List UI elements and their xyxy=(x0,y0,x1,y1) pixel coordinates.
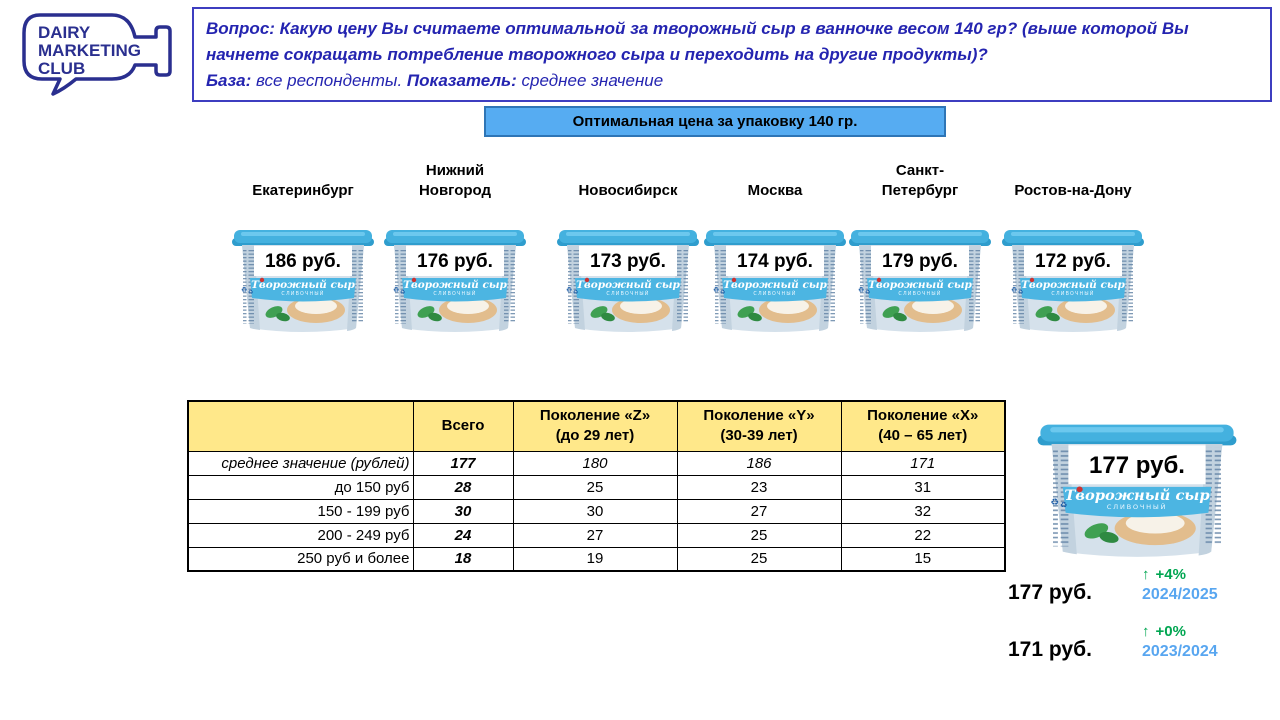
year-price: 177 руб. xyxy=(1008,580,1092,604)
city-name: Ростов-на-Дону xyxy=(1014,181,1132,199)
header-gen-x: Поколение «X» (40 – 65 лет) xyxy=(840,400,1006,452)
logo-line-1: DAIRY xyxy=(38,23,91,42)
city-name: Нижний Новгород xyxy=(418,162,492,199)
cell-gen-y: 25 xyxy=(676,522,842,548)
metric-text: среднее значение xyxy=(516,70,664,90)
cell-gen-x: 22 xyxy=(840,522,1006,548)
city-card-ekaterinburg: Екатеринбург 186 руб. xyxy=(228,152,378,336)
city-name: Екатеринбург xyxy=(252,181,354,199)
cell-gen-x: 32 xyxy=(840,498,1006,524)
cell-gen-z: 30 xyxy=(512,498,678,524)
base-text: все респонденты. xyxy=(251,70,407,90)
cell-gen-z: 25 xyxy=(512,474,678,500)
header-gen-z: Поколение «Z» (до 29 лет) xyxy=(512,400,678,452)
year-change-block: ↑ +4% 2024/2025 xyxy=(1142,566,1218,604)
base-line: База: все респонденты. Показатель: средн… xyxy=(206,68,1258,94)
up-arrow-icon: ↑ xyxy=(1142,623,1150,640)
price-label: 174 руб. xyxy=(737,251,813,272)
row-label: 250 руб и более xyxy=(187,546,414,572)
table-row: среднее значение (рублей) 177 180 186 17… xyxy=(187,450,1006,476)
product-tub-image: 173 руб. xyxy=(553,228,703,336)
price-label: 186 руб. xyxy=(265,251,341,272)
row-label: 200 - 249 руб xyxy=(187,522,414,548)
optimal-price-banner: Оптимальная цена за упаковку 140 гр. xyxy=(484,106,946,137)
cell-total: 30 xyxy=(412,498,514,524)
city-name: Новосибирск xyxy=(578,181,678,199)
table-row: 150 - 199 руб 30 30 27 32 xyxy=(187,498,1006,524)
banner-title: Оптимальная цена за упаковку 140 гр. xyxy=(572,113,858,130)
cell-gen-z: 180 xyxy=(512,450,678,476)
city-card-saint-petersburg: Санкт-Петербург 179 руб. xyxy=(845,152,995,336)
table-row: 200 - 249 руб 24 27 25 22 xyxy=(187,522,1006,548)
cell-total: 177 xyxy=(412,450,514,476)
cell-gen-z: 27 xyxy=(512,522,678,548)
row-label: до 150 руб xyxy=(187,474,414,500)
product-tub-image: 176 руб. xyxy=(380,228,530,336)
product-tub-image: 186 руб. xyxy=(228,228,378,336)
total-price-label: 177 руб. xyxy=(1089,452,1185,479)
product-tub-image: 172 руб. xyxy=(998,228,1148,336)
header-total: Всего xyxy=(412,400,514,452)
price-label: 172 руб. xyxy=(1035,251,1111,272)
logo-line-3: CLUB xyxy=(38,59,85,78)
total-product-tub-image: 177 руб. xyxy=(1032,422,1242,562)
logo-line-2: MARKETING xyxy=(38,41,141,60)
year-comparison-2024-2025: 177 руб. ↑ +4% 2024/2025 xyxy=(1008,566,1218,604)
city-card-moscow: Москва 174 руб. xyxy=(700,152,850,336)
city-name: Санкт-Петербург xyxy=(881,162,959,199)
milk-bottle-bubble-shape xyxy=(22,13,172,96)
year-comparison-2023-2024: 171 руб. ↑ +0% 2023/2024 xyxy=(1008,623,1218,661)
change-percent: ↑ +4% xyxy=(1142,566,1186,583)
year-change-block: ↑ +0% 2023/2024 xyxy=(1142,623,1218,661)
row-label: 150 - 199 руб xyxy=(187,498,414,524)
question-text: Вопрос: Какую цену Вы считаете оптимальн… xyxy=(206,19,1189,64)
cell-gen-y: 23 xyxy=(676,474,842,500)
price-label: 179 руб. xyxy=(882,251,958,272)
row-label: среднее значение (рублей) xyxy=(187,450,414,476)
city-card-nizhny-novgorod: Нижний Новгород 176 руб. xyxy=(380,152,530,336)
city-name: Москва xyxy=(747,181,803,199)
cell-total: 28 xyxy=(412,474,514,500)
year-price: 171 руб. xyxy=(1008,637,1092,661)
period-label: 2023/2024 xyxy=(1142,642,1218,660)
metric-label: Показатель: xyxy=(406,70,517,90)
header-gen-y: Поколение «Y» (30-39 лет) xyxy=(676,400,842,452)
cell-gen-z: 19 xyxy=(512,546,678,572)
price-label: 176 руб. xyxy=(417,251,493,272)
cell-gen-x: 171 xyxy=(840,450,1006,476)
period-label: 2024/2025 xyxy=(1142,585,1218,603)
generation-price-table: Всего Поколение «Z» (до 29 лет) Поколение… xyxy=(187,400,1006,572)
header-empty xyxy=(187,400,414,452)
cell-total: 24 xyxy=(412,522,514,548)
cell-gen-y: 186 xyxy=(676,450,842,476)
cell-gen-x: 31 xyxy=(840,474,1006,500)
cell-gen-y: 27 xyxy=(676,498,842,524)
up-arrow-icon: ↑ xyxy=(1142,566,1150,583)
city-card-rostov-on-don: Ростов-на-Дону 172 руб. xyxy=(998,152,1148,336)
city-card-novosibirsk: Новосибирск 173 руб. xyxy=(553,152,703,336)
product-tub-image: 174 руб. xyxy=(700,228,850,336)
question-box: Вопрос: Какую цену Вы считаете оптимальн… xyxy=(192,7,1272,102)
product-tub-image: 179 руб. xyxy=(845,228,995,336)
cell-gen-y: 25 xyxy=(676,546,842,572)
price-label: 173 руб. xyxy=(590,251,666,272)
dairy-marketing-club-logo: DAIRY MARKETING CLUB xyxy=(22,13,172,96)
table-header-row: Всего Поколение «Z» (до 29 лет) Поколение… xyxy=(187,400,1006,452)
table-row: до 150 руб 28 25 23 31 xyxy=(187,474,1006,500)
change-percent: ↑ +0% xyxy=(1142,623,1186,640)
cell-gen-x: 15 xyxy=(840,546,1006,572)
base-label: База: xyxy=(206,70,252,90)
cell-total: 18 xyxy=(412,546,514,572)
table-row: 250 руб и более 18 19 25 15 xyxy=(187,546,1006,572)
